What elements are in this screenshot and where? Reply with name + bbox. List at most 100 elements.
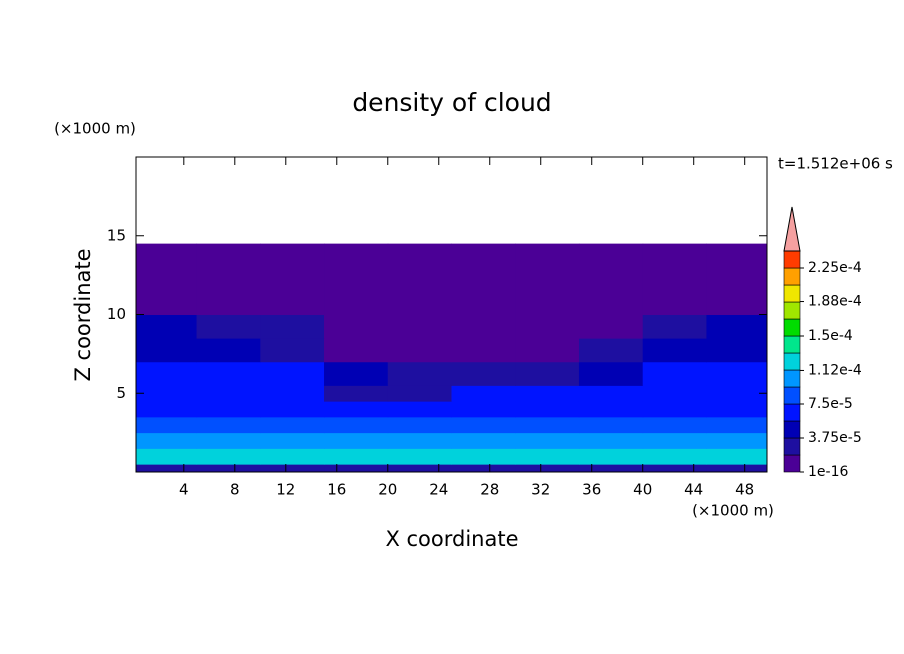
contour-cell <box>260 448 325 465</box>
colorbar-tick-label: 1.5e-4 <box>808 328 853 344</box>
chart-title: density of cloud <box>352 88 551 117</box>
colorbar-tick-label: 7.5e-5 <box>808 396 853 412</box>
contour-cell <box>642 416 707 434</box>
contour-cell <box>324 385 389 402</box>
contour-cell <box>196 385 261 402</box>
contour-cell <box>260 385 325 402</box>
contour-cell <box>515 416 580 434</box>
contour-cell <box>324 361 389 386</box>
x-tick-label: 28 <box>480 481 499 499</box>
contour-cell <box>451 401 516 418</box>
contour-cell <box>578 338 644 363</box>
contour-cell <box>451 464 516 473</box>
contour-cell <box>196 243 261 315</box>
contour-cell <box>260 401 325 418</box>
contour-cell <box>515 243 580 315</box>
contour-cell <box>324 243 389 315</box>
x-tick-label: 8 <box>230 481 240 499</box>
contour-cell <box>706 401 768 418</box>
contour-cell <box>387 361 452 386</box>
x-tick-label: 40 <box>633 481 652 499</box>
y-tick-label: 5 <box>116 384 126 402</box>
contour-cell <box>642 361 707 386</box>
contour-cell <box>324 401 389 418</box>
x-tick-label: 16 <box>327 481 346 499</box>
contour-cell <box>706 314 768 339</box>
contour-cell <box>324 432 389 449</box>
contour-cell <box>387 448 452 465</box>
contour-cell <box>387 416 452 434</box>
x-unit: (×1000 m) <box>692 502 774 520</box>
contour-cell <box>136 432 198 449</box>
contour-cell <box>515 464 580 473</box>
colorbar-segment <box>783 301 801 320</box>
colorbar-segment <box>783 454 801 473</box>
contour-cell <box>451 361 516 386</box>
contour-cell <box>642 314 707 339</box>
contour-cell <box>324 416 389 434</box>
contour-cell <box>387 464 452 473</box>
contour-cell <box>196 448 261 465</box>
contour-cell <box>515 338 580 363</box>
contour-cell <box>451 448 516 465</box>
colorbar-segment <box>783 352 801 371</box>
colorbar-segment <box>783 267 801 286</box>
contour-cell <box>706 385 768 402</box>
contour-cell <box>578 448 644 465</box>
x-tick-label: 44 <box>684 481 703 499</box>
contour-cell <box>196 416 261 434</box>
contour-cell <box>642 464 707 473</box>
y-unit: (×1000 m) <box>54 120 136 138</box>
contour-cell <box>387 338 452 363</box>
contour-cell <box>196 338 261 363</box>
contour-cell <box>642 448 707 465</box>
colorbar-segment <box>783 335 801 354</box>
colorbar-extension <box>783 206 801 252</box>
y-tick-label: 10 <box>107 305 126 323</box>
contour-cell <box>515 314 580 339</box>
contour-cell <box>515 385 580 402</box>
contour-cell <box>324 448 389 465</box>
contour-cell <box>136 361 198 386</box>
x-tick-label: 20 <box>378 481 397 499</box>
colorbar-segment <box>783 437 801 456</box>
y-tick-label: 15 <box>107 226 126 244</box>
contour-cell <box>260 416 325 434</box>
contour-cell <box>136 314 198 339</box>
contour-cell <box>642 432 707 449</box>
contour-cell <box>515 401 580 418</box>
contour-cell <box>451 338 516 363</box>
contour-cell <box>387 432 452 449</box>
contour-cell <box>578 416 644 434</box>
colorbar-segment <box>783 369 801 388</box>
contour-cell <box>706 338 768 363</box>
contour-cell <box>451 243 516 315</box>
colorbar-segment <box>783 318 801 337</box>
colorbar-segment <box>783 420 801 439</box>
contour-cell <box>706 243 768 315</box>
contour-cell <box>136 448 198 465</box>
colorbar-tick-label: 2.25e-4 <box>808 260 862 276</box>
contour-cell <box>260 314 325 339</box>
x-tick-label: 36 <box>582 481 601 499</box>
contour-cell <box>260 361 325 386</box>
x-tick-label: 48 <box>735 481 754 499</box>
x-tick-label: 12 <box>276 481 295 499</box>
x-axis-label: X coordinate <box>385 527 518 551</box>
contour-cell <box>260 464 325 473</box>
contour-cell <box>387 314 452 339</box>
contour-cell <box>451 385 516 402</box>
contour-cell <box>387 385 452 402</box>
contour-cell <box>642 243 707 315</box>
contour-cell <box>196 401 261 418</box>
contour-cell <box>324 338 389 363</box>
contour-cell <box>136 401 198 418</box>
contour-cell <box>136 416 198 434</box>
contour-cell <box>324 464 389 473</box>
contour-cell <box>515 448 580 465</box>
contour-cell <box>451 416 516 434</box>
colorbar-tick-label: 1e-16 <box>808 464 848 480</box>
contour-cell <box>706 448 768 465</box>
contour-cell <box>578 464 644 473</box>
colorbar-tick-label: 3.75e-5 <box>808 430 862 446</box>
